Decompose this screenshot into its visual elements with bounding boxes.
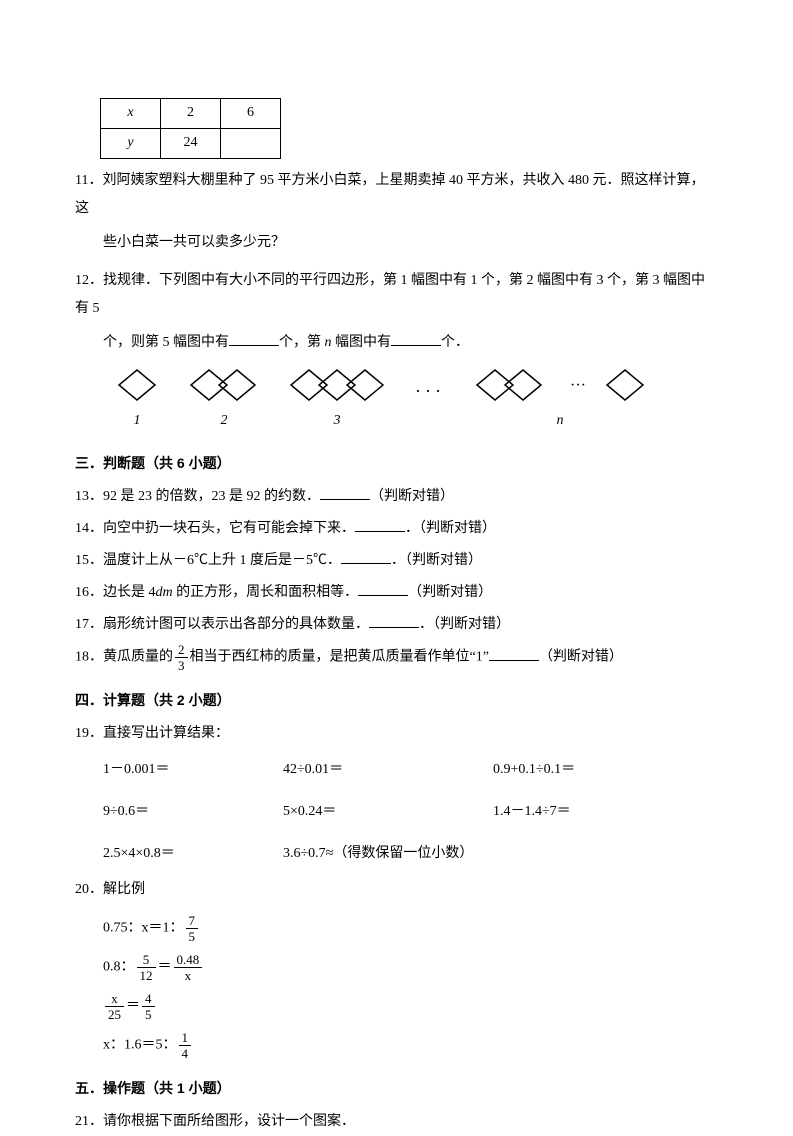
blank-17 (369, 614, 419, 628)
fraction-7-5: 75 (186, 914, 199, 943)
q13-text: 92 是 23 的倍数，23 是 92 的约数． (103, 489, 320, 504)
q12-t2a: 个，则第 5 幅图中有 (103, 335, 229, 350)
question-13: 13．92 是 23 的倍数，23 是 92 的约数． （判断对错） (75, 483, 718, 511)
calc-31: 2.5×4×0.8＝ (103, 840, 283, 868)
diamond-diagram-row: 1 2 3 ··· ··· n (115, 367, 718, 435)
section-3-heading: 三．判断题（共 6 小题） (75, 449, 718, 477)
calc-13: 0.9+0.1÷0.1＝ (493, 756, 673, 784)
question-12: 12．找规律．下列图中有大小不同的平行四边形，第 1 幅图中有 1 个，第 2 … (75, 267, 718, 357)
cell-6: 6 (221, 99, 281, 129)
q20-num: 20． (75, 882, 103, 897)
q14-text: 向空中扔一块石头，它有可能会掉下来． (103, 521, 355, 536)
section-5-heading: 五．操作题（共 1 小题） (75, 1074, 718, 1102)
ellipsis-icon: ··· (415, 373, 445, 409)
calc-23: 1.4－1.4÷7＝ (493, 798, 673, 826)
cell-empty (221, 129, 281, 159)
diagram-2: 2 (189, 367, 259, 435)
blank-15 (341, 550, 391, 564)
q20-title: 解比例 (103, 882, 145, 897)
q17-num: 17． (75, 617, 103, 632)
eq-3: x25＝45 (103, 992, 718, 1021)
diamond-icon: ··· (475, 367, 645, 403)
q15-num: 15． (75, 553, 103, 568)
diamond-icon (115, 367, 159, 403)
q12-t2d: 个． (441, 335, 469, 350)
question-14: 14．向空中扔一块石头，它有可能会掉下来． ．（判断对错） (75, 515, 718, 543)
q16-text: 边长是 4dm 的正方形，周长和面积相等． (103, 585, 358, 600)
diagram-2-label: 2 (189, 407, 259, 435)
q17-text: 扇形统计图可以表示出各部分的具体数量． (103, 617, 369, 632)
diagram-3-label: 3 (289, 407, 385, 435)
q13-num: 13． (75, 489, 103, 504)
diagram-n-label: n (475, 407, 645, 435)
fraction-048-x: 0.48x (174, 953, 203, 982)
eq-2: 0.8：512＝0.48x (103, 953, 718, 982)
blank-16 (358, 582, 408, 596)
q18-texta: 黄瓜质量的 (103, 650, 173, 665)
calc-22: 5×0.24＝ (283, 798, 493, 826)
q11-num: 11． (75, 173, 102, 188)
svg-text:···: ··· (570, 377, 586, 394)
q12-t2b: 个，第 (279, 335, 325, 350)
question-17: 17．扇形统计图可以表示出各部分的具体数量． ．（判断对错） (75, 611, 718, 639)
q11-text1: 刘阿姨家塑料大棚里种了 95 平方米小白菜，上星期卖掉 40 平方米，共收入 4… (75, 173, 704, 216)
diagram-n: ··· n (475, 367, 645, 435)
q18-textb: 相当于西红柿的质量，是把黄瓜质量看作单位“1” (190, 650, 489, 665)
question-16: 16．边长是 4dm 的正方形，周长和面积相等． （判断对错） (75, 579, 718, 607)
q18-suffix: （判断对错） (539, 650, 623, 665)
calc-12: 42÷0.01＝ (283, 756, 493, 784)
q19-title: 直接写出计算结果： (103, 726, 229, 741)
diamond-icon (189, 367, 259, 403)
eq-4: x：1.6＝5：14 (103, 1031, 718, 1060)
question-20: 20．解比例 (75, 876, 718, 904)
calc-32: 3.6÷0.7≈（得数保留一位小数） (283, 840, 673, 868)
blank-13 (320, 486, 370, 500)
q14-suffix: ．（判断对错） (405, 521, 496, 536)
diamond-icon (289, 367, 385, 403)
q15-suffix: ．（判断对错） (391, 553, 482, 568)
question-15: 15．温度计上从－6℃上升 1 度后是－5℃． ．（判断对错） (75, 547, 718, 575)
blank-18 (489, 647, 539, 661)
section-4-heading: 四．计算题（共 2 小题） (75, 686, 718, 714)
q15-text: 温度计上从－6℃上升 1 度后是－5℃． (103, 553, 341, 568)
blank-2 (391, 332, 441, 346)
fraction-2-3: 23 (175, 643, 188, 672)
question-21: 21．请你根据下面所给图形，设计一个图案． (75, 1108, 718, 1136)
question-11: 11．刘阿姨家塑料大棚里种了 95 平方米小白菜，上星期卖掉 40 平方米，共收… (75, 167, 718, 257)
q18-num: 18． (75, 650, 103, 665)
calc-grid: 1－0.001＝ 42÷0.01＝ 0.9+0.1÷0.1＝ 9÷0.6＝ 5×… (103, 756, 718, 868)
q12-text1: 找规律．下列图中有大小不同的平行四边形，第 1 幅图中有 1 个，第 2 幅图中… (75, 273, 705, 316)
diagram-1-label: 1 (115, 407, 159, 435)
q12-n: n (325, 335, 332, 350)
question-19: 19．直接写出计算结果： (75, 720, 718, 748)
fraction-5-12: 512 (137, 953, 156, 982)
q13-suffix: （判断对错） (370, 489, 454, 504)
cell-x: x (101, 99, 161, 129)
diagram-1: 1 (115, 367, 159, 435)
q14-num: 14． (75, 521, 103, 536)
cell-24: 24 (161, 129, 221, 159)
q12-t2c: 幅图中有 (332, 335, 392, 350)
eq-1: 0.75：x＝1：75 (103, 914, 718, 943)
cell-2: 2 (161, 99, 221, 129)
calc-21: 9÷0.6＝ (103, 798, 283, 826)
question-18: 18．黄瓜质量的23相当于西红柿的质量，是把黄瓜质量看作单位“1” （判断对错） (75, 643, 718, 672)
cell-y: y (101, 129, 161, 159)
q12-num: 12． (75, 273, 103, 288)
diagram-3: 3 (289, 367, 385, 435)
fraction-x-25: x25 (105, 992, 124, 1021)
blank-1 (229, 332, 279, 346)
xy-table: x 2 6 y 24 (100, 98, 281, 159)
calc-11: 1－0.001＝ (103, 756, 283, 784)
proportion-equations: 0.75：x＝1：75 0.8：512＝0.48x x25＝45 x：1.6＝5… (103, 914, 718, 1060)
fraction-4-5: 45 (142, 992, 155, 1021)
q17-suffix: ．（判断对错） (419, 617, 510, 632)
q19-num: 19． (75, 726, 103, 741)
blank-14 (355, 518, 405, 532)
q16-suffix: （判断对错） (408, 585, 492, 600)
fraction-1-4: 14 (179, 1031, 192, 1060)
q11-text2: 些小白菜一共可以卖多少元？ (103, 229, 718, 257)
q16-num: 16． (75, 585, 103, 600)
